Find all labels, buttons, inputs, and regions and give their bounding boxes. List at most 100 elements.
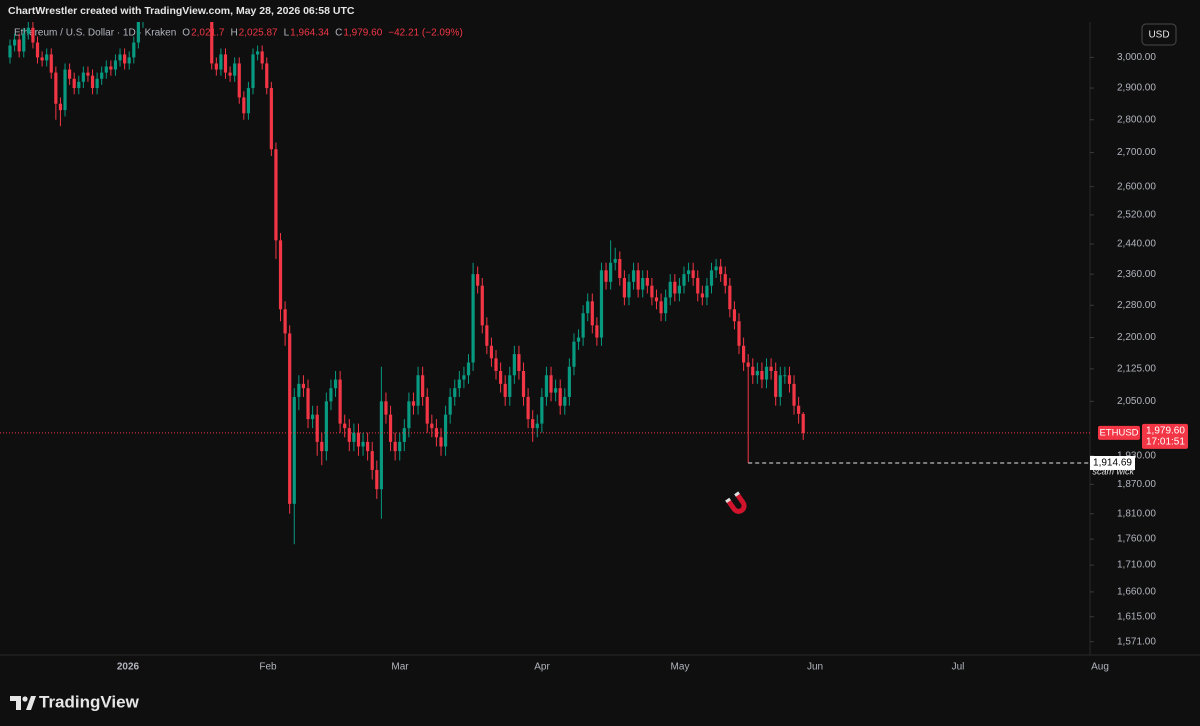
candle-body xyxy=(755,370,759,376)
candle-body xyxy=(778,375,782,397)
wick-level-bg xyxy=(1090,455,1135,470)
candle-body xyxy=(448,396,452,415)
quote-value: 1,979.60 xyxy=(343,28,382,39)
candle-body xyxy=(645,277,649,286)
candle-body xyxy=(214,63,218,70)
candle-body xyxy=(398,441,402,452)
currency-button[interactable] xyxy=(1141,23,1177,46)
candle-body xyxy=(476,274,480,286)
y-tick-label: 1,660.00 xyxy=(1117,587,1156,598)
candle-body xyxy=(485,325,489,346)
plot-area xyxy=(0,22,1090,545)
candle-body xyxy=(521,370,526,397)
candle-body xyxy=(132,42,136,58)
currency-label[interactable]: USD xyxy=(1148,30,1169,41)
candle-body xyxy=(233,63,237,76)
candle-body xyxy=(769,366,773,371)
candle-body xyxy=(361,441,365,447)
x-tick-label: Aug xyxy=(1091,662,1109,673)
candle-body xyxy=(764,366,769,380)
candle-body xyxy=(297,383,301,397)
y-tick-label: 1,760.00 xyxy=(1117,534,1156,545)
candle-body xyxy=(714,266,718,271)
footer xyxy=(0,685,1200,726)
candle-body xyxy=(246,88,251,114)
candle-body xyxy=(278,240,283,310)
tradingview-logo xyxy=(10,696,36,710)
candle-body xyxy=(49,54,53,73)
quote-key: O xyxy=(182,28,190,39)
candle-body xyxy=(599,270,604,338)
axes: 3,000.00 2,900.00 2,800.00 2,700.00 2,600.00… xyxy=(117,52,1188,673)
candle-body xyxy=(402,428,406,442)
candle-body xyxy=(315,414,319,442)
candle-body xyxy=(480,285,484,326)
candle-body xyxy=(100,72,104,79)
x-tick-label: Jun xyxy=(807,662,823,673)
candle-body xyxy=(265,63,269,89)
candle-body xyxy=(228,72,232,76)
magnet-icon xyxy=(725,491,747,514)
candle-body xyxy=(384,401,388,415)
candle-body xyxy=(453,388,457,397)
candle-body xyxy=(86,72,90,76)
candle-body xyxy=(654,297,659,302)
candle-body xyxy=(54,72,58,104)
candle-body xyxy=(35,42,40,58)
candle-body xyxy=(379,401,383,490)
candle-body xyxy=(90,75,95,89)
y-tick-label: 2,800.00 xyxy=(1117,114,1156,125)
candle-body xyxy=(686,270,691,275)
candle-body xyxy=(535,423,539,429)
candle-body xyxy=(434,428,439,438)
candle-body xyxy=(631,270,636,282)
last-price-label: 1,979.60 xyxy=(1146,426,1185,437)
x-tick-label: Jul xyxy=(952,662,965,673)
candle-body xyxy=(118,54,122,61)
x-tick-label: Feb xyxy=(259,662,277,673)
candle-body xyxy=(255,51,260,55)
candle-body xyxy=(113,60,118,70)
ohlc-quote: O 2,021.7 H 2,025.87 L 1,964.34 C 1,979.60 −42.2… xyxy=(182,28,463,39)
candle-body xyxy=(31,27,35,43)
candle-body xyxy=(719,266,723,275)
quote-change: −42.21 (−2.09%) xyxy=(388,28,463,39)
y-tick-label: 2,280.00 xyxy=(1117,300,1156,311)
candle-body xyxy=(274,149,278,241)
quote-value: 1,964.34 xyxy=(290,28,329,39)
candle-body xyxy=(260,51,264,64)
candle-body xyxy=(40,57,44,61)
candle-body xyxy=(58,103,63,111)
candle-body xyxy=(421,375,425,397)
candle-body xyxy=(329,388,333,402)
candle-body xyxy=(407,401,411,429)
wick-note: scam wick xyxy=(1092,466,1134,476)
candle-body xyxy=(760,370,764,380)
candle-body xyxy=(343,423,347,429)
candle-body xyxy=(333,379,338,389)
wick-level-label: 1,914.69 xyxy=(1093,458,1132,469)
quote-key: H xyxy=(230,28,237,39)
candle-body xyxy=(347,428,351,442)
candle-body xyxy=(590,301,594,326)
candle-body xyxy=(613,258,617,263)
candle-body xyxy=(439,437,443,447)
candle-body xyxy=(352,432,356,442)
y-tick-label: 1,810.00 xyxy=(1117,508,1156,519)
symbol-title: Ethereum / U.S. Dollar · 1D · Kraken xyxy=(14,28,176,39)
y-tick-label: 2,700.00 xyxy=(1117,147,1156,158)
candle-body xyxy=(567,366,571,397)
candle-body xyxy=(498,370,503,384)
quote-value: 2,021.7 xyxy=(191,28,225,39)
candle-body xyxy=(636,270,640,290)
quote-value: 2,025.87 xyxy=(239,28,278,39)
candle-body xyxy=(668,281,672,298)
candle-body xyxy=(242,97,246,114)
y-tick-label: 1,870.00 xyxy=(1117,479,1156,490)
candle-body xyxy=(95,78,99,89)
candle-body xyxy=(742,345,746,363)
candle-body xyxy=(787,375,792,384)
x-tick-label: Apr xyxy=(534,662,550,673)
candle-body xyxy=(63,69,67,111)
